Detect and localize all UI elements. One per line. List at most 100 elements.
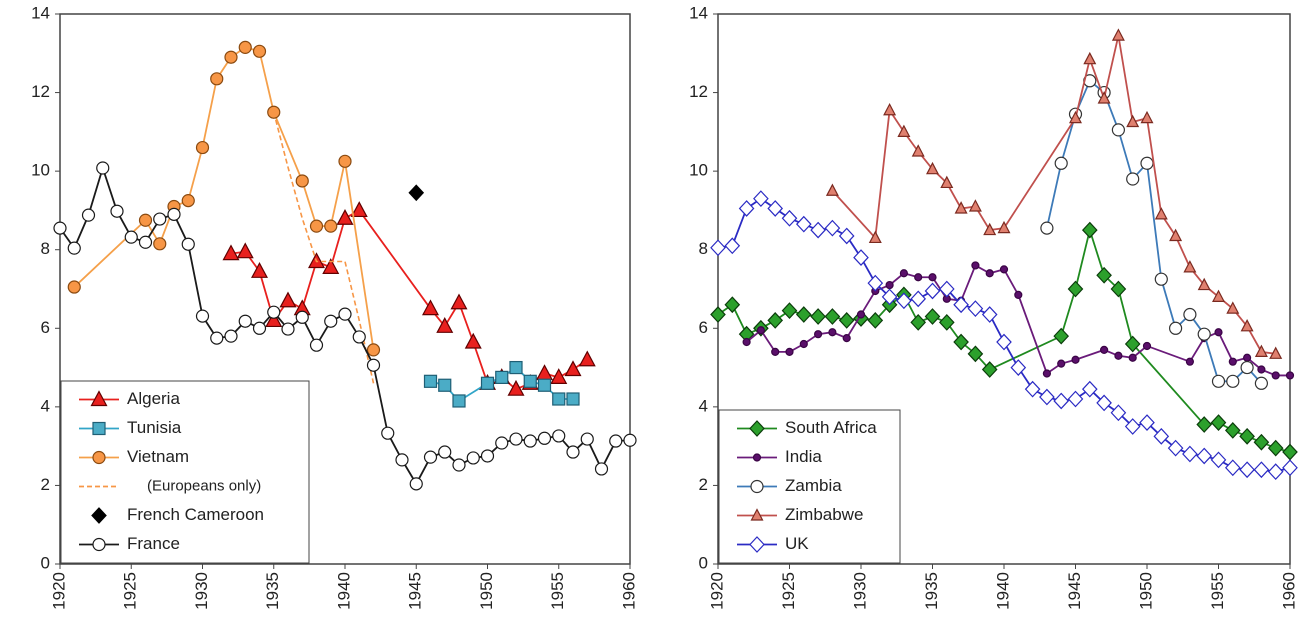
marker	[594, 462, 609, 476]
marker	[1071, 355, 1080, 364]
marker	[224, 50, 238, 64]
marker	[53, 221, 67, 235]
marker	[1096, 394, 1112, 412]
marker	[181, 194, 195, 208]
y-tick-label: 10	[31, 161, 50, 180]
marker	[580, 432, 594, 446]
marker	[1042, 369, 1052, 378]
marker	[250, 262, 269, 278]
marker	[742, 337, 751, 347]
marker	[523, 374, 537, 388]
marker	[507, 379, 525, 396]
marker	[238, 40, 252, 54]
marker	[928, 273, 937, 282]
marker	[953, 296, 969, 314]
x-tick-label: 1940	[993, 572, 1012, 610]
marker	[828, 328, 837, 337]
marker	[1014, 290, 1023, 299]
marker	[1240, 360, 1254, 375]
marker	[799, 339, 808, 349]
marker	[452, 458, 466, 472]
marker	[495, 436, 509, 450]
marker	[938, 280, 955, 298]
y-tick-label: 0	[41, 553, 50, 572]
marker	[1224, 422, 1241, 439]
marker	[838, 227, 855, 245]
y-tick-label: 2	[41, 475, 50, 494]
marker	[1081, 221, 1098, 239]
x-tick-label: 1960	[1279, 572, 1298, 610]
legend-label: India	[785, 447, 822, 466]
x-tick-label: 1940	[334, 572, 353, 610]
marker	[509, 360, 523, 375]
legend-label: Zambia	[785, 476, 842, 495]
y-tick-label: 6	[699, 318, 708, 337]
marker	[1269, 346, 1283, 359]
marker	[466, 451, 480, 465]
marker	[1142, 341, 1152, 351]
marker	[423, 374, 438, 388]
y-tick-label: 14	[31, 3, 50, 22]
marker	[1114, 351, 1123, 360]
x-tick-label: 1930	[192, 572, 211, 610]
marker	[537, 431, 552, 445]
x-tick-label: 1945	[406, 572, 425, 610]
marker	[495, 370, 509, 384]
legend-label: French Cameroon	[127, 505, 264, 524]
y-tick-label: 6	[41, 318, 50, 337]
legend-label: Tunisia	[127, 418, 182, 437]
marker	[153, 237, 167, 251]
legend-label: Algeria	[127, 389, 180, 408]
marker	[67, 241, 81, 255]
marker	[67, 280, 81, 294]
marker	[1267, 439, 1284, 457]
marker	[1110, 280, 1127, 298]
marker	[138, 235, 153, 249]
marker	[996, 333, 1012, 351]
y-tick-label: 8	[699, 239, 708, 258]
marker	[856, 310, 866, 319]
marker	[381, 426, 395, 440]
marker	[824, 219, 841, 237]
marker	[236, 242, 254, 259]
x-tick-label: 1950	[477, 572, 496, 610]
marker	[781, 302, 798, 319]
marker	[967, 300, 984, 318]
marker	[1240, 319, 1254, 332]
marker	[295, 174, 309, 188]
marker	[195, 309, 210, 323]
marker	[771, 347, 780, 356]
marker	[452, 394, 466, 408]
marker	[1183, 260, 1197, 273]
marker	[552, 429, 566, 443]
marker	[110, 204, 124, 218]
marker	[438, 445, 452, 459]
marker	[295, 310, 309, 324]
marker	[983, 222, 997, 236]
marker	[238, 314, 252, 328]
marker	[366, 343, 381, 357]
marker	[1282, 443, 1298, 461]
marker	[1039, 388, 1055, 406]
marker	[210, 72, 224, 86]
x-tick-label: 1955	[548, 572, 567, 610]
marker	[1099, 345, 1109, 354]
marker	[509, 432, 523, 446]
marker	[267, 305, 281, 319]
marker	[1057, 359, 1066, 368]
marker	[1196, 447, 1213, 465]
marker	[752, 453, 762, 462]
marker	[1197, 327, 1211, 341]
marker	[181, 237, 195, 251]
marker	[899, 269, 909, 278]
marker	[868, 230, 882, 244]
marker	[1210, 414, 1227, 431]
marker	[623, 433, 637, 447]
marker	[195, 140, 210, 155]
marker	[90, 390, 108, 407]
marker	[96, 161, 110, 175]
marker	[153, 212, 167, 226]
series-line	[272, 112, 375, 384]
marker	[810, 308, 826, 325]
marker	[896, 292, 912, 310]
